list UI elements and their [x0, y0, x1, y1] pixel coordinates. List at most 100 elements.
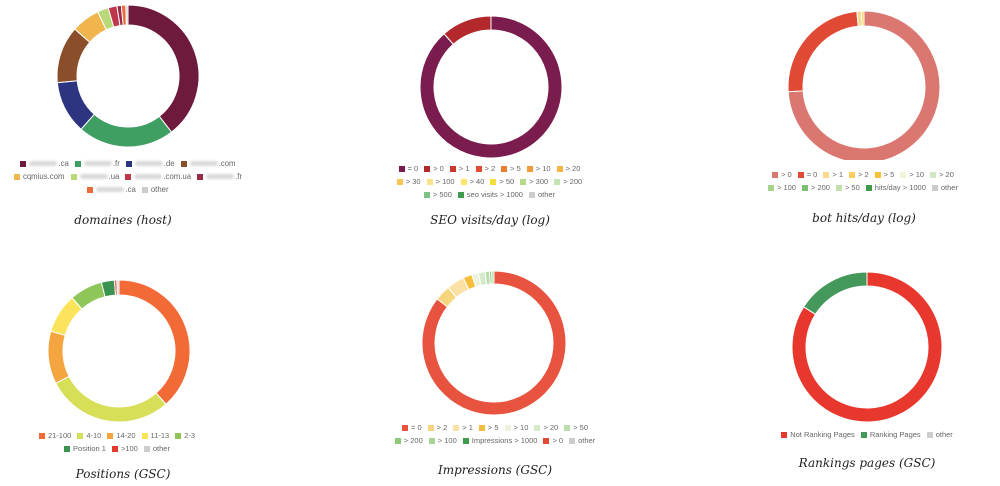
legend-item-50[interactable]: > 50 — [564, 421, 588, 434]
donut-slice-0[interactable] — [787, 10, 859, 93]
legend-item-0[interactable]: = 0 — [398, 162, 418, 175]
donut-slice-ca[interactable] — [127, 4, 200, 133]
legend-item-other[interactable]: other — [528, 188, 555, 201]
legend-item-position-1[interactable]: Position 1 — [64, 442, 106, 455]
legend-item-com[interactable]: .com — [180, 157, 236, 170]
legend-swatch — [426, 178, 433, 185]
legend-item-ua[interactable]: .ua — [70, 170, 119, 183]
donut-slice-other[interactable] — [125, 4, 129, 26]
legend-item-fr[interactable]: .fr — [74, 157, 120, 170]
donut-slice-21-100[interactable] — [118, 279, 191, 405]
legend-label: 21-100 — [47, 431, 72, 440]
legend-item-0[interactable]: = 0 — [797, 168, 817, 181]
legend-label: .com.ua — [163, 172, 192, 181]
legend-item-500[interactable]: > 500 — [423, 188, 452, 201]
donut-slice-2[interactable] — [861, 10, 865, 27]
legend-item-5[interactable]: > 5 — [501, 162, 521, 175]
legend-item-other[interactable]: other — [569, 434, 595, 447]
legend-item-2[interactable]: > 2 — [427, 421, 447, 434]
legend-item-ca[interactable]: .ca — [87, 183, 136, 196]
legend-item-5[interactable]: > 5 — [478, 421, 499, 434]
donut-slice-ranking-pages[interactable] — [802, 271, 868, 316]
donut-slice-0[interactable] — [443, 15, 492, 45]
donut-slice-not-ranking-pages[interactable] — [791, 271, 943, 423]
legend-item-40[interactable]: > 40 — [460, 175, 484, 188]
legend-item-14-20[interactable]: 14-20 — [107, 429, 136, 442]
legend-label: > 1 — [458, 164, 470, 173]
legend-item-5[interactable]: > 5 — [874, 168, 894, 181]
legend-item-cqmius-com[interactable]: cqmius.com — [13, 170, 65, 183]
donut-slice-100[interactable] — [491, 270, 495, 285]
legend-label: > 200 — [563, 177, 583, 186]
legend-item-1[interactable]: > 1 — [823, 168, 843, 181]
legend-label: > 10 — [535, 164, 551, 173]
legend-item-200[interactable]: > 200 — [801, 181, 830, 194]
legend-label: other — [150, 185, 169, 194]
legend-item-50[interactable]: > 50 — [835, 181, 860, 194]
legend-item-100[interactable]: >100 — [111, 442, 138, 455]
legend-item-seo-visits-1000[interactable]: seo visits > 1000 — [457, 188, 523, 201]
legend-item-21-100[interactable]: 21-100 — [38, 429, 72, 442]
legend-swatch — [462, 437, 469, 444]
legend-item-11-13[interactable]: 11-13 — [141, 429, 169, 442]
legend-item-other[interactable]: other — [931, 181, 958, 194]
legend-item-10[interactable]: > 10 — [900, 168, 924, 181]
legend-item-2[interactable]: > 2 — [849, 168, 869, 181]
legend-item-100[interactable]: > 100 — [428, 434, 457, 447]
legend-item-200[interactable]: > 200 — [554, 175, 582, 188]
legend-label: other — [935, 430, 953, 439]
donut-slice-0[interactable] — [419, 15, 563, 159]
legend-item-not-ranking-pages[interactable]: Not Ranking Pages — [781, 428, 855, 441]
legend-item-hits-day-1000[interactable]: hits/day > 1000 — [865, 181, 926, 194]
legend-item-20[interactable]: > 20 — [930, 168, 954, 181]
legend-item-other[interactable]: other — [926, 428, 953, 441]
legend-item-2[interactable]: > 2 — [475, 162, 495, 175]
donut-slice-0[interactable] — [787, 10, 941, 160]
legend-item-100[interactable]: > 100 — [768, 181, 796, 194]
legend-item-200[interactable]: > 200 — [394, 434, 423, 447]
legend-item-100[interactable]: > 100 — [426, 175, 455, 188]
donut-slice-4-10[interactable] — [55, 375, 167, 423]
donut-slice-0[interactable] — [421, 270, 567, 416]
legend-item-20[interactable]: > 20 — [556, 162, 580, 175]
legend-item-other[interactable]: other — [141, 183, 169, 196]
legend-swatch — [520, 178, 527, 185]
legend-swatch — [849, 171, 855, 178]
legend-item-other[interactable]: other — [143, 442, 170, 455]
legend-swatch — [900, 171, 907, 178]
legend-item-fr[interactable]: .fr — [197, 170, 242, 183]
legend-item-1[interactable]: > 1 — [449, 162, 470, 175]
legend-item-10[interactable]: > 10 — [504, 421, 528, 434]
legend-item-0[interactable]: > 0 — [424, 162, 444, 175]
donut-slice-14-20[interactable] — [47, 330, 70, 384]
legend-item-0[interactable]: > 0 — [772, 168, 792, 181]
legend-swatch — [38, 432, 45, 439]
legend-item-ca[interactable]: .ca — [20, 157, 69, 170]
legend-label: > 50 — [844, 183, 860, 192]
legend-item-300[interactable]: > 300 — [520, 175, 548, 188]
legend-label: 4-10 — [86, 431, 102, 440]
legend-swatch — [865, 184, 872, 191]
legend-item-50[interactable]: > 50 — [490, 175, 514, 188]
legend-swatch — [396, 178, 403, 185]
legend-item-de[interactable]: .de — [125, 157, 175, 170]
legend-item-20[interactable]: > 20 — [534, 421, 558, 434]
legend-item-30[interactable]: > 30 — [396, 175, 421, 188]
legend-label: > 1 — [832, 170, 843, 179]
legend-item-1[interactable]: > 1 — [453, 421, 473, 434]
legend-item-ranking-pages[interactable]: Ranking Pages — [860, 428, 921, 441]
donut-slice-fr[interactable] — [80, 113, 173, 148]
legend-item-0[interactable]: > 0 — [543, 434, 563, 447]
redacted-text — [29, 161, 58, 166]
legend-item-0[interactable]: = 0 — [402, 421, 422, 434]
legend-swatch — [111, 445, 118, 452]
legend-item-com-ua[interactable]: .com.ua — [125, 170, 191, 183]
legend-item-2-3[interactable]: 2-3 — [175, 429, 195, 442]
legend-item-10[interactable]: > 10 — [526, 162, 551, 175]
legend-item-impressions-1000[interactable]: Impressions > 1000 — [462, 434, 537, 447]
chart-panel-impressions: = 0 > 2 > 1 > 5 > 10 > 20 > 50 > 200 > 100 Impres… — [340, 243, 640, 486]
legend-swatch — [534, 424, 541, 431]
donut-slice-other[interactable] — [116, 279, 120, 296]
legend-item-4-10[interactable]: 4-10 — [77, 429, 101, 442]
legend-swatch — [930, 171, 937, 178]
